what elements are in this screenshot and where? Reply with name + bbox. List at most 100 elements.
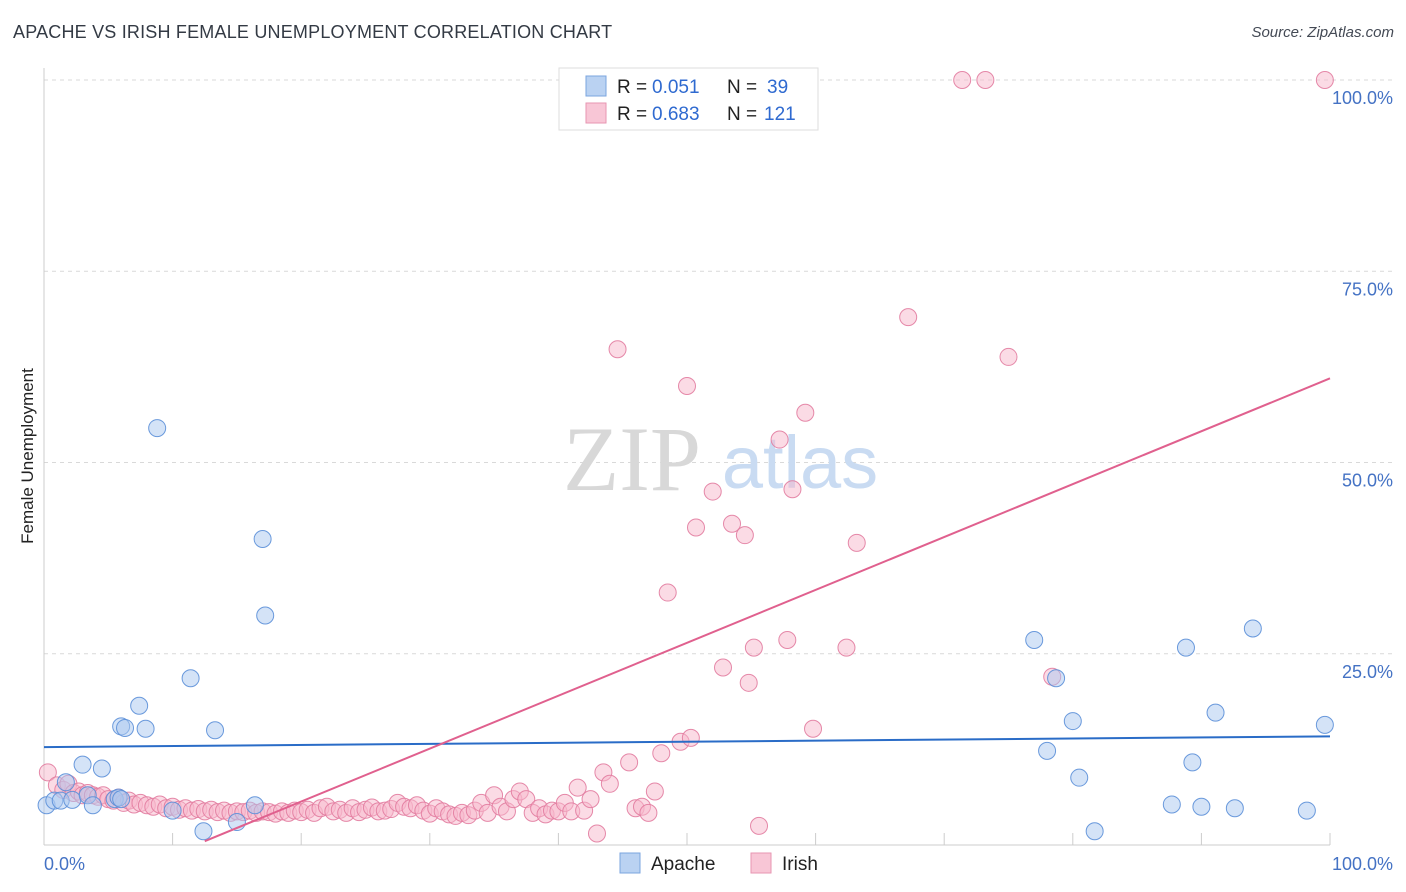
apache-point-28: [1063, 712, 1082, 731]
irish-point-118: [953, 71, 972, 89]
apache-point-25: [1025, 630, 1044, 649]
legend-irish-n-label: N =: [727, 104, 757, 125]
irish-point-113: [796, 403, 815, 422]
apache-point-11: [112, 790, 131, 809]
irish-point-122: [1315, 71, 1334, 89]
irish-point-102: [687, 518, 706, 537]
legend-apache-n-label: N =: [727, 77, 757, 98]
apache-point-26: [1038, 741, 1057, 760]
apache-point-30: [1085, 822, 1104, 841]
y-tick-label-75: 75.0%: [1342, 279, 1393, 299]
y-tick-label-25: 25.0%: [1342, 662, 1393, 682]
apache-point-38: [1297, 801, 1316, 820]
irish-point-97: [652, 744, 671, 763]
irish-point-105: [723, 514, 742, 533]
irish-point-112: [783, 480, 802, 499]
legend-irish-swatch: [585, 102, 607, 124]
apache-point-8: [92, 759, 111, 778]
x-tick-label-0: 0.0%: [44, 854, 85, 874]
apache-point-20: [206, 721, 225, 740]
apache-point-7: [83, 796, 102, 815]
x-tick-label-1: 100.0%: [1332, 854, 1393, 874]
series-legend-irish-label: Irish: [782, 854, 818, 875]
apache-point-18: [181, 669, 200, 688]
apache-point-23: [253, 530, 272, 548]
y-tick-label-50: 50.0%: [1342, 471, 1393, 491]
irish-point-95: [639, 803, 658, 822]
trend-lines: [43, 377, 1331, 843]
irish-point-91: [608, 340, 627, 359]
irish-point-114: [804, 719, 823, 738]
stats-legend: R = 0.051 N = 39 R = 0.683 N = 121: [558, 67, 819, 131]
irish-point-117: [899, 308, 918, 327]
legend-irish-r-label: R =: [617, 104, 647, 125]
legend-apache-r-label: R =: [617, 77, 647, 98]
irish-point-108: [744, 638, 763, 657]
irish-point-115: [837, 638, 856, 657]
apache-point-33: [1183, 753, 1202, 772]
apache-point-13: [116, 718, 135, 737]
irish-point-101: [681, 728, 700, 747]
apache-point-22: [245, 796, 264, 815]
irish-point-90: [600, 774, 619, 793]
irish-point-100: [678, 377, 696, 395]
legend-irish-r-value: 0.683: [652, 104, 700, 125]
series-legend-apache-label: Apache: [651, 854, 715, 875]
apache-point-39: [1315, 715, 1334, 734]
apache-point-14: [130, 696, 149, 715]
irish-point-103: [703, 482, 722, 501]
gridlines: [44, 79, 1393, 655]
apache-point-16: [148, 419, 167, 438]
irish-points: [38, 71, 1334, 843]
irish-point-98: [658, 583, 677, 602]
apache-point-35: [1206, 703, 1225, 722]
irish-point-120: [999, 347, 1018, 366]
apache-point-19: [194, 822, 213, 841]
chart-source: Source: ZipAtlas.com: [1251, 24, 1394, 41]
y-axis-label: Female Unemployment: [18, 368, 37, 544]
legend-apache-r-value: 0.051: [652, 77, 700, 98]
apache-points: [37, 419, 1334, 841]
series-legend-apache-swatch: [619, 852, 641, 874]
irish-point-0: [38, 763, 57, 782]
apache-point-3: [56, 773, 75, 792]
irish-point-85: [568, 778, 587, 797]
irish-point-96: [645, 782, 664, 801]
apache-point-5: [73, 755, 92, 774]
apache-point-36: [1225, 799, 1244, 818]
y-tick-label-100: 100.0%: [1332, 88, 1393, 108]
irish-point-119: [976, 71, 995, 89]
apache-point-31: [1162, 795, 1181, 814]
irish-trend-line: [204, 377, 1331, 843]
irish-point-87: [581, 790, 600, 809]
apache-point-34: [1192, 797, 1211, 816]
irish-point-109: [750, 816, 769, 835]
apache-point-4: [63, 790, 82, 809]
chart-title: APACHE VS IRISH FEMALE UNEMPLOYMENT CORR…: [13, 22, 613, 42]
apache-point-27: [1047, 669, 1066, 688]
legend-apache-n-value: 39: [767, 77, 788, 98]
irish-point-116: [847, 533, 866, 552]
apache-point-15: [136, 719, 155, 738]
series-legend: Apache Irish: [619, 852, 818, 875]
irish-point-104: [714, 658, 733, 677]
series-legend-irish-swatch: [750, 852, 772, 874]
apache-point-24: [256, 606, 275, 625]
x-ticks: [172, 833, 1331, 845]
apache-point-29: [1070, 768, 1089, 787]
apache-trend-line: [43, 735, 1331, 749]
irish-point-88: [587, 824, 606, 843]
irish-point-106: [735, 526, 754, 545]
apache-point-32: [1176, 638, 1195, 657]
irish-point-107: [739, 673, 758, 692]
apache-point-17: [163, 801, 182, 820]
apache-point-37: [1243, 619, 1262, 638]
legend-irish-n-value: 121: [764, 104, 796, 125]
watermark-zip: ZIP: [563, 408, 701, 510]
irish-point-92: [620, 753, 639, 772]
legend-apache-swatch: [585, 75, 607, 97]
irish-point-111: [778, 630, 797, 649]
irish-point-110: [770, 430, 789, 449]
y-tick-labels: 25.0% 50.0% 75.0% 100.0%: [1332, 88, 1393, 682]
